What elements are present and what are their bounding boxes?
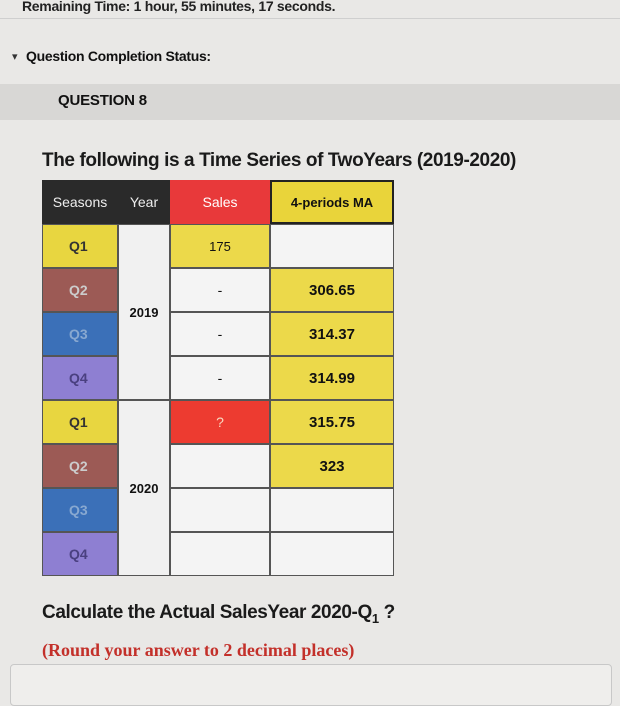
sales-cell-unknown: ? bbox=[170, 400, 270, 444]
sales-cell: - bbox=[170, 356, 270, 400]
sales-cell: - bbox=[170, 312, 270, 356]
question-number: QUESTION 8 bbox=[58, 92, 147, 109]
header-year: Year bbox=[118, 180, 170, 224]
season-cell: Q1 bbox=[42, 224, 118, 268]
completion-status-row[interactable]: ▾ Question Completion Status: bbox=[0, 44, 620, 85]
year-cell-2020: 2020 bbox=[118, 400, 170, 576]
calculate-suffix: ? bbox=[378, 602, 396, 623]
calculate-text: Calculate the Actual SalesYear 2020-Q bbox=[42, 602, 372, 623]
sales-cell bbox=[170, 444, 270, 488]
ma-cell bbox=[270, 488, 394, 532]
sales-cell bbox=[170, 532, 270, 576]
top-bar: Remaining Time: 1 hour, 55 minutes, 17 s… bbox=[0, 0, 620, 19]
ma-cell: 306.65 bbox=[270, 268, 394, 312]
chevron-down-icon[interactable]: ▾ bbox=[12, 51, 18, 63]
calculate-instruction: Calculate the Actual SalesYear 2020-Q1 ? bbox=[42, 602, 395, 626]
ma-cell: 315.75 bbox=[270, 400, 394, 444]
sales-cell: - bbox=[170, 268, 270, 312]
season-cell: Q1 bbox=[42, 400, 118, 444]
remaining-time: Remaining Time: 1 hour, 55 minutes, 17 s… bbox=[22, 0, 336, 14]
season-cell: Q2 bbox=[42, 444, 118, 488]
season-cell: Q3 bbox=[42, 488, 118, 532]
sales-cell: 175 bbox=[170, 224, 270, 268]
rounding-note: (Round your answer to 2 decimal places) bbox=[42, 640, 355, 660]
sales-cell bbox=[170, 488, 270, 532]
header-sales: Sales bbox=[170, 180, 270, 224]
ma-cell: 314.37 bbox=[270, 312, 394, 356]
ma-cell bbox=[270, 224, 394, 268]
question-prompt: The following is a Time Series of TwoYea… bbox=[42, 150, 516, 171]
season-cell: Q4 bbox=[42, 356, 118, 400]
completion-status-label[interactable]: Question Completion Status: bbox=[26, 48, 211, 64]
header-seasons: Seasons bbox=[42, 180, 118, 224]
calculate-subscript: 1 bbox=[371, 610, 379, 626]
season-cell: Q3 bbox=[42, 312, 118, 356]
header-moving-average: 4-periods MA bbox=[270, 180, 394, 224]
ma-cell bbox=[270, 532, 394, 576]
question-header: QUESTION 8 bbox=[0, 84, 620, 120]
year-cell-2019: 2019 bbox=[118, 224, 170, 400]
ma-cell: 314.99 bbox=[270, 356, 394, 400]
time-series-table: Seasons Year Sales 4-periods MA Q1 Q2 Q3… bbox=[42, 180, 394, 576]
season-cell: Q4 bbox=[42, 532, 118, 576]
season-cell: Q2 bbox=[42, 268, 118, 312]
ma-cell: 323 bbox=[270, 444, 394, 488]
answer-input-box[interactable] bbox=[10, 664, 612, 706]
